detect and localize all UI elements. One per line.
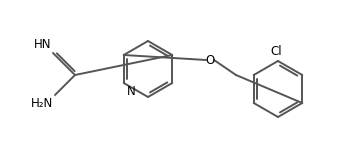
Text: H₂N: H₂N	[31, 97, 53, 110]
Text: Cl: Cl	[270, 45, 282, 58]
Text: O: O	[206, 54, 215, 67]
Text: HN: HN	[34, 38, 51, 51]
Text: N: N	[127, 85, 136, 98]
